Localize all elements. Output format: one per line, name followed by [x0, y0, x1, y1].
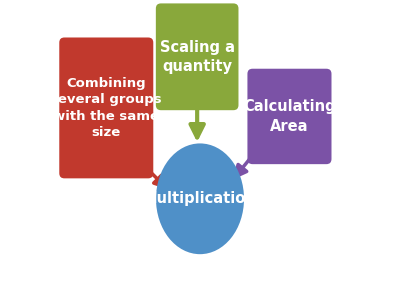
Ellipse shape [156, 143, 244, 254]
Text: Calculating
Area: Calculating Area [243, 99, 336, 133]
FancyBboxPatch shape [156, 3, 238, 110]
FancyBboxPatch shape [59, 37, 153, 178]
FancyBboxPatch shape [248, 69, 332, 164]
Text: Multiplication: Multiplication [143, 191, 257, 206]
Text: Scaling a
quantity: Scaling a quantity [160, 40, 235, 74]
Text: Combining
several groups
with the same
size: Combining several groups with the same s… [50, 77, 162, 139]
